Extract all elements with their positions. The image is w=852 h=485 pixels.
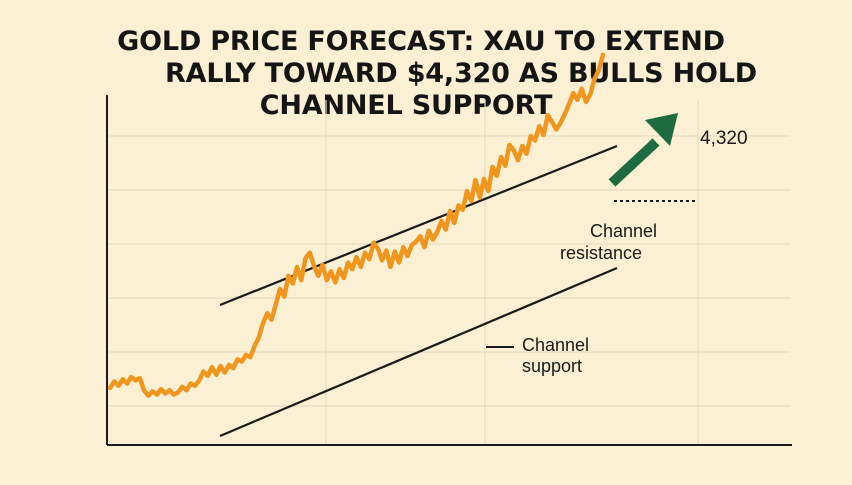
title-line-3: CHANNEL SUPPORT: [259, 90, 553, 121]
chart-title: GOLD PRICE FORECAST: XAU TO EXTEND RALLY…: [0, 26, 852, 122]
resistance-label-line-2: resistance: [560, 243, 642, 263]
resistance-label-line-1: Channel: [590, 221, 657, 241]
price-line: [107, 52, 606, 398]
channel-lower-line: [219, 266, 618, 438]
support-label-line-2: support: [522, 356, 582, 376]
target-label: 4,320: [700, 128, 748, 149]
support-label-line-1: Channel: [522, 335, 589, 355]
channel-upper-line: [219, 144, 618, 307]
forecast-arrow: [608, 113, 678, 187]
title-line-2: RALLY TOWARD $4,320 AS BULLS HOLD: [165, 58, 757, 89]
title-line-1: GOLD PRICE FORECAST: XAU TO EXTEND: [117, 26, 725, 57]
grid: [108, 100, 790, 444]
